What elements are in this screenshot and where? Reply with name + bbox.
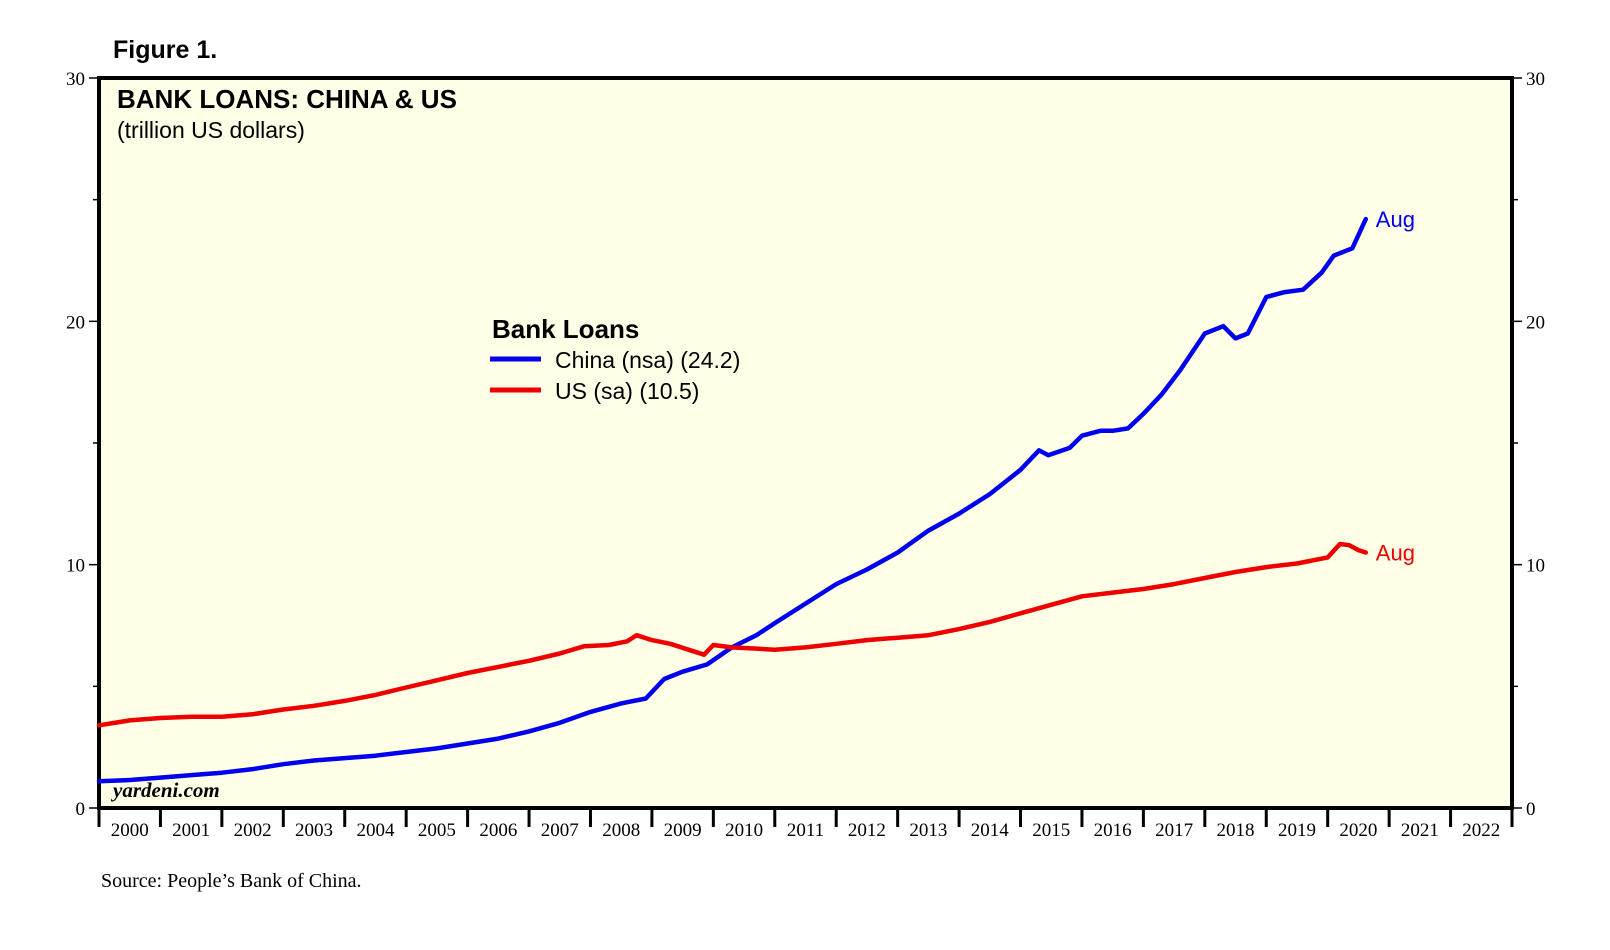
watermark: yardeni.com	[110, 778, 220, 802]
x-tick-label: 2013	[909, 820, 947, 841]
y-tick-label-left: 10	[66, 556, 85, 577]
series-end-label-china: Aug	[1376, 207, 1415, 232]
chart-subtitle: (trillion US dollars)	[117, 117, 305, 143]
y-axis-left: 0 10 20 30	[66, 69, 99, 820]
series-end-label-us: Aug	[1376, 541, 1415, 566]
y-axis-right: 0 10 20 30	[1512, 69, 1545, 820]
y-tick-label-right: 20	[1526, 312, 1545, 333]
x-tick-label: 2003	[295, 820, 333, 841]
source-note: Source: People’s Bank of China.	[101, 870, 362, 892]
y-tick-label-left: 0	[76, 799, 86, 820]
x-axis: 2000 2001 2002 2003 2004 2005 2006 2007 2008 2009…	[97, 808, 1514, 841]
x-tick-label: 2006	[479, 820, 517, 841]
x-tick-label: 2002	[234, 820, 272, 841]
x-tick-label: 2016	[1094, 820, 1132, 841]
x-tick-label: 2019	[1278, 820, 1316, 841]
x-tick-label: 2014	[971, 820, 1010, 841]
legend-title: Bank Loans	[492, 314, 639, 344]
y-tick-label-left: 20	[66, 312, 85, 333]
x-tick-label: 2018	[1217, 820, 1255, 841]
series-line-china	[96, 216, 1369, 784]
legend-entry-us: US (sa) (10.5)	[555, 378, 699, 404]
x-tick-label: 2007	[541, 820, 579, 841]
x-tick-label: 2011	[787, 820, 824, 841]
x-tick-label: 2021	[1401, 820, 1439, 841]
x-tick-label: 2004	[356, 820, 395, 841]
figure-label: Figure 1.	[113, 36, 217, 64]
x-tick-label: 2009	[664, 820, 702, 841]
x-tick-label: 2010	[725, 820, 763, 841]
x-tick-label: 2000	[111, 820, 149, 841]
legend-entry-china: China (nsa) (24.2)	[555, 347, 740, 373]
x-tick-label: 2017	[1155, 820, 1193, 841]
x-tick-label: 2005	[418, 820, 456, 841]
y-tick-label-left: 30	[66, 69, 85, 90]
chart-title: BANK LOANS: CHINA & US	[117, 84, 457, 114]
x-tick-label: 2008	[602, 820, 640, 841]
x-tick-label: 2020	[1339, 820, 1377, 841]
x-tick-label: 2022	[1462, 820, 1500, 841]
plot-area	[97, 76, 1514, 810]
x-tick-label: 2015	[1032, 820, 1070, 841]
y-tick-label-right: 30	[1526, 69, 1545, 90]
y-tick-label-right: 10	[1526, 556, 1545, 577]
x-tick-label: 2001	[172, 820, 210, 841]
series-line-us	[96, 541, 1369, 728]
x-tick-label: 2012	[848, 820, 886, 841]
legend: Bank Loans China (nsa) (24.2) US (sa) (1…	[490, 314, 740, 404]
y-tick-label-right: 0	[1526, 799, 1536, 820]
series-lines: Aug Aug	[96, 207, 1415, 784]
